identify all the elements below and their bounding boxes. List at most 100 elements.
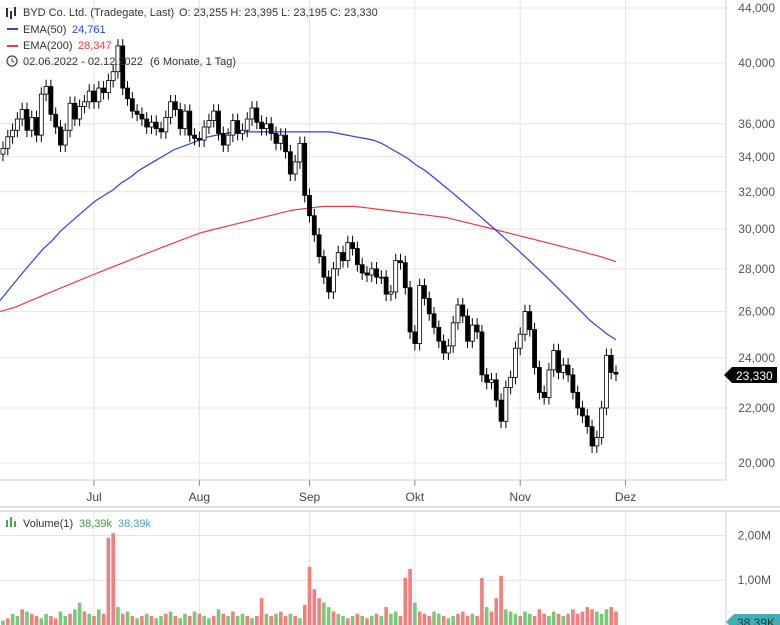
candle-body — [388, 291, 394, 295]
volume-bar — [226, 616, 230, 625]
candle-body — [484, 374, 490, 383]
candle-body — [570, 374, 576, 393]
volume-bar — [20, 609, 24, 625]
volume-bar — [566, 613, 570, 625]
y-tick-label: 24,000 — [738, 351, 775, 365]
volume-bar — [58, 611, 63, 625]
volume-bar — [250, 618, 254, 625]
candle-body — [14, 118, 20, 131]
x-tick-label: Okt — [406, 490, 425, 504]
volume-bar — [523, 611, 527, 625]
volume-bar — [15, 616, 20, 625]
candle-body — [335, 252, 341, 270]
candle-body — [316, 234, 322, 257]
volume-bar — [451, 616, 455, 625]
candle-body — [604, 354, 609, 409]
x-tick-label: Jul — [86, 490, 101, 504]
volume-bar — [518, 616, 523, 625]
candle-body — [86, 90, 92, 103]
candle-body — [110, 71, 116, 81]
candle-body — [302, 142, 308, 196]
x-tick-label: Dez — [615, 490, 636, 504]
volume-bar — [350, 616, 355, 625]
volume-bar — [437, 613, 441, 625]
candle-body — [5, 136, 11, 149]
ema200-line — [0, 205, 617, 313]
volume-bar — [298, 618, 302, 625]
candle-body — [436, 326, 442, 342]
candle-body — [254, 107, 260, 123]
volume-bar — [25, 611, 29, 625]
candle-body — [230, 120, 236, 136]
x-tick-label: Aug — [189, 490, 210, 504]
candle-body — [177, 109, 183, 130]
candle-body — [125, 87, 130, 100]
volume-bar — [446, 618, 451, 625]
volume-bar — [590, 609, 594, 625]
volume-bar — [341, 616, 345, 625]
volume-bar — [130, 616, 135, 625]
candles — [0, 39, 619, 453]
y-tick-label: 34,000 — [738, 150, 775, 164]
volume-label: Volume(1) — [23, 518, 73, 530]
volume-bar — [211, 616, 216, 625]
candle-body — [134, 110, 140, 115]
volume-bar — [240, 613, 245, 625]
candle-body — [268, 123, 274, 134]
volume-bar — [302, 604, 307, 625]
volume-bar — [365, 618, 369, 625]
candle-body — [139, 113, 145, 120]
volume-bar — [614, 611, 618, 625]
legend-ema200-label: EMA(200) — [23, 40, 73, 52]
candle-body — [608, 354, 614, 373]
candle-body — [263, 123, 269, 130]
y-tick-label: 36,000 — [738, 117, 775, 131]
volume-bar — [307, 566, 312, 625]
candle-body — [536, 367, 542, 393]
volume-bar — [216, 609, 221, 625]
volume-tick-label: 1,00M — [738, 573, 771, 587]
volume-bar — [595, 611, 599, 625]
candle-body — [283, 134, 288, 153]
candle-body — [469, 324, 475, 342]
candle-body — [307, 194, 312, 217]
volume-bar — [480, 578, 484, 625]
ema200-swatch-icon — [7, 45, 18, 47]
volume-bar — [331, 611, 336, 625]
candle-body — [62, 129, 68, 146]
volume-bar — [389, 613, 393, 625]
volume-bar — [207, 618, 211, 625]
volume-badge-shape — [726, 614, 780, 625]
candle-body — [82, 101, 87, 107]
volume-bar — [231, 611, 235, 625]
legend-ema200-value: 28,347 — [78, 40, 112, 52]
volume-bar — [475, 616, 479, 625]
candle-body — [187, 110, 193, 136]
volume-badge: 38,39K — [726, 614, 780, 625]
candle-body — [201, 126, 207, 141]
candle-body — [129, 98, 135, 112]
volume-bar — [44, 613, 48, 625]
y-tick-label: 30,000 — [738, 222, 775, 236]
volume-bar — [508, 611, 513, 625]
ema50-line — [0, 131, 617, 341]
candle-body — [249, 107, 255, 120]
candle-body — [503, 386, 509, 422]
candle-body — [584, 415, 590, 428]
candle-body — [513, 347, 518, 378]
volume-bar — [178, 618, 182, 625]
volume-bar — [346, 618, 350, 625]
candle-body — [24, 109, 30, 131]
candle-body — [493, 379, 499, 401]
volume-bar — [187, 616, 192, 625]
volume-bar — [144, 613, 149, 625]
volume-bar — [49, 616, 53, 625]
candle-body — [560, 364, 566, 373]
legend-ohlc: O: 23,255 H: 23,395 L: 23,195 C: 23,330 — [179, 7, 378, 19]
candle-body — [331, 268, 336, 293]
volume-bar — [159, 616, 163, 625]
volume-bar — [441, 616, 446, 625]
candle-body — [225, 134, 231, 146]
candle-body — [158, 128, 164, 133]
